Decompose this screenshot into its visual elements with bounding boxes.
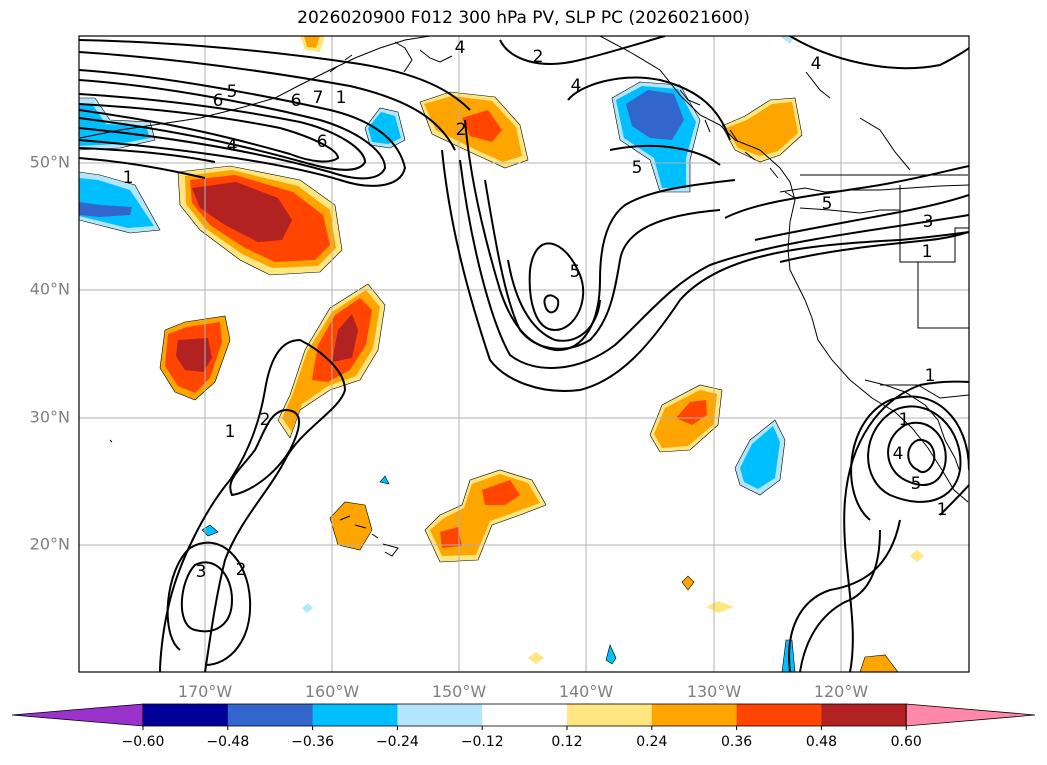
contour-label: 3 [196,562,207,582]
contour-label: 7 [313,88,324,108]
colorbar-tick-label: −0.36 [291,734,334,750]
pv-anomaly-positive [726,102,798,156]
contour-labels: 6 5 6 7 1 6 4 1 2 2 4 4 4 5 5 5 3 1 1 1 … [123,38,948,582]
contour-label: 4 [455,38,466,58]
colorbar-segment [482,704,568,726]
contour-label: 2 [533,47,544,67]
lat-label: 20°N [30,535,70,554]
lon-label: 150°W [432,682,487,701]
contour-label: 1 [937,500,948,520]
pv-anomaly-positive [706,601,734,613]
colorbar-tick-label: −0.12 [461,734,504,750]
colorbar-frame [142,703,907,727]
lon-labels: 170°W 160°W 150°W 140°W 130°W 120°W [178,682,869,701]
colorbar-ticks: −0.60 −0.48 −0.36 −0.24 −0.12 0.12 0.24 0.36 0.4… [122,726,922,750]
pv-anomaly-positive [176,338,212,372]
contour-label: 2 [260,410,271,430]
contour-label: 1 [336,88,347,108]
contour-label: 5 [632,158,643,178]
contour-label: 1 [123,168,134,188]
pv-anomaly-positive [676,400,707,425]
pv-anomaly-positive [332,314,358,362]
pv-anomaly-positive [192,182,292,242]
figure-title: 2026020900 F012 300 hPa PV, SLP PC (2026… [297,8,750,28]
lon-label: 120°W [814,682,869,701]
contour-label: 4 [811,54,822,74]
colorbar-segment [397,704,483,726]
pv-anomaly-positive [859,654,899,672]
colorbar-tick-label: 0.24 [636,734,667,750]
colorbar-segment [651,704,738,726]
colorbar-tick-label: −0.48 [206,734,249,750]
colorbar: −0.60 −0.48 −0.36 −0.24 −0.12 0.12 0.24 0.36 0.4… [11,703,1036,750]
contour-label: 1 [899,410,910,430]
contour-label: 6 [291,91,302,111]
lon-label: 170°W [178,682,233,701]
contour-label: 5 [227,82,238,102]
contour-label: 2 [236,560,247,580]
contour-label: 6 [317,132,328,152]
lon-label: 160°W [305,682,360,701]
colorbar-extend-min [11,703,144,727]
contour-label: 4 [893,444,904,464]
pv-anomaly-negative [379,475,390,485]
colorbar-segment [312,704,398,726]
contour-label: 5 [822,194,833,214]
colorbar-extend-max [905,703,1036,727]
colorbar-tick-label: 0.48 [806,734,837,750]
graticule [79,36,969,672]
colorbar-segment [736,704,822,726]
pv-anomaly-positive [440,527,462,548]
colorbar-tick-label: 0.60 [891,734,922,750]
pv-anomaly-positive [681,575,695,591]
contour-label: 4 [571,76,582,96]
lat-label: 30°N [30,408,70,427]
colorbar-segment [143,704,229,726]
contour-label: 2 [456,120,467,140]
lon-label: 140°W [559,682,614,701]
colorbar-tick-label: −0.60 [122,734,165,750]
pv-anomaly-positive [910,550,924,562]
pv-anomaly-negative [201,524,219,537]
colorbar-tick-label: 0.12 [551,734,582,750]
contour-label: 6 [213,91,224,111]
contour-label: 3 [923,212,934,232]
lat-label: 50°N [30,153,70,172]
pv-anomaly-positive [462,110,502,142]
contour-label: 4 [227,136,238,156]
colorbar-segment [821,704,907,726]
lat-labels: 50°N 40°N 30°N 20°N [30,153,70,554]
contour-label: 1 [925,366,936,386]
map-frame [78,35,970,673]
pv-anomaly-negative [79,202,132,217]
colorbar-segments [11,703,1036,727]
pv-anomaly-negative [605,644,617,665]
colorbar-tick-label: 0.36 [721,734,752,750]
pv-anomaly-positive [482,480,520,505]
colorbar-tick-label: −0.24 [376,734,419,750]
colorbar-segment [567,704,653,726]
contour-label: 5 [911,474,922,494]
pv-anomaly-positive [528,652,544,664]
contour-label: 5 [570,262,581,282]
pv-anomaly-negative [79,104,150,146]
colorbar-segment [227,704,314,726]
pv-anomaly-negative [780,36,795,44]
lon-label: 130°W [687,682,742,701]
contour-label: 1 [225,422,236,442]
lat-label: 40°N [30,280,70,299]
pv-anomaly-negative [302,603,313,613]
pv-anomaly-positive [304,36,320,48]
pv-anomaly-negative [368,112,401,144]
contour-label: 1 [922,242,933,262]
pv-anomaly-negative [626,90,684,140]
slp-contours [79,36,969,672]
pv-anomaly-negative [740,426,780,489]
